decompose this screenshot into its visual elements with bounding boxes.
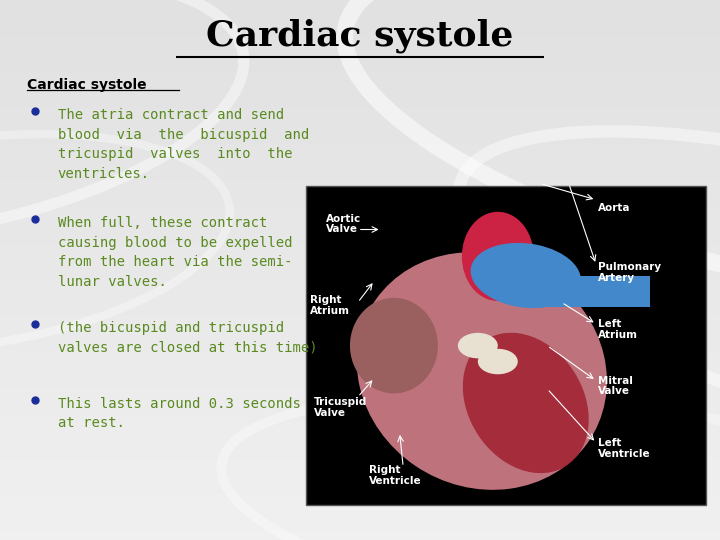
Text: Cardiac systole: Cardiac systole: [27, 78, 147, 92]
Bar: [0, 270, 720, 279]
Bar: [0, 459, 720, 468]
Bar: [0, 432, 720, 441]
Bar: [0, 72, 720, 81]
Bar: [0, 369, 720, 378]
Bar: [0, 63, 720, 72]
Bar: [0, 54, 720, 63]
Bar: [0, 261, 720, 270]
Bar: [0, 333, 720, 342]
Text: Left
Ventricle: Left Ventricle: [598, 438, 650, 458]
Text: The atria contract and send
blood  via  the  bicuspid  and
tricuspid  valves  in: The atria contract and send blood via th…: [58, 108, 309, 180]
Bar: [0, 216, 720, 225]
FancyBboxPatch shape: [306, 186, 706, 505]
Bar: [0, 378, 720, 387]
Text: (the bicuspid and tricuspid
valves are closed at this time): (the bicuspid and tricuspid valves are c…: [58, 321, 318, 355]
Bar: [0, 99, 720, 108]
Bar: [0, 477, 720, 486]
Bar: [0, 126, 720, 135]
Bar: [0, 189, 720, 198]
Bar: [0, 45, 720, 54]
Bar: [0, 486, 720, 495]
Bar: [0, 351, 720, 360]
Bar: [0, 324, 720, 333]
Ellipse shape: [356, 252, 607, 490]
Ellipse shape: [462, 212, 534, 301]
Text: Cardiac systole: Cardiac systole: [207, 19, 513, 53]
Text: Tricuspid
Valve: Tricuspid Valve: [314, 397, 367, 418]
Bar: [0, 225, 720, 234]
Bar: [0, 360, 720, 369]
Bar: [0, 171, 720, 180]
Bar: [0, 423, 720, 432]
Ellipse shape: [471, 243, 581, 308]
Bar: [0, 342, 720, 351]
Text: Right
Ventricle: Right Ventricle: [369, 465, 422, 485]
Bar: [0, 450, 720, 459]
Text: Pulmonary
Artery: Pulmonary Artery: [598, 262, 661, 283]
Bar: [0, 504, 720, 513]
Bar: [0, 234, 720, 243]
Ellipse shape: [458, 333, 498, 359]
Bar: [0, 27, 720, 36]
Text: This lasts around 0.3 seconds
at rest.: This lasts around 0.3 seconds at rest.: [58, 397, 300, 430]
Text: Aortic
Valve: Aortic Valve: [326, 214, 361, 234]
Bar: [0, 414, 720, 423]
Ellipse shape: [478, 349, 518, 374]
Bar: [0, 297, 720, 306]
Bar: [0, 495, 720, 504]
Bar: [0, 81, 720, 90]
Bar: [0, 108, 720, 117]
Bar: [0, 162, 720, 171]
Bar: [0, 513, 720, 522]
Bar: [0, 405, 720, 414]
Bar: [0, 135, 720, 144]
Bar: [0, 153, 720, 162]
Text: When full, these contract
causing blood to be expelled
from the heart via the se: When full, these contract causing blood …: [58, 216, 292, 288]
Bar: [0, 18, 720, 27]
Ellipse shape: [350, 298, 438, 393]
Bar: [0, 441, 720, 450]
Text: Aorta: Aorta: [598, 203, 630, 213]
Bar: [0, 315, 720, 324]
Bar: [0, 144, 720, 153]
Bar: [0, 117, 720, 126]
Bar: [0, 0, 720, 9]
Bar: [0, 198, 720, 207]
Text: Left
Atrium: Left Atrium: [598, 319, 638, 340]
Bar: [0, 207, 720, 216]
FancyBboxPatch shape: [538, 275, 649, 307]
Bar: [0, 531, 720, 540]
Bar: [0, 252, 720, 261]
Bar: [0, 396, 720, 405]
Bar: [0, 468, 720, 477]
Bar: [0, 36, 720, 45]
Text: Right
Atrium: Right Atrium: [310, 295, 350, 315]
Bar: [0, 288, 720, 297]
Bar: [0, 522, 720, 531]
Ellipse shape: [463, 333, 589, 473]
Bar: [0, 90, 720, 99]
Bar: [0, 387, 720, 396]
Text: Mitral
Valve: Mitral Valve: [598, 376, 632, 396]
Bar: [0, 9, 720, 18]
Bar: [0, 279, 720, 288]
Bar: [0, 243, 720, 252]
Bar: [0, 180, 720, 189]
Bar: [0, 306, 720, 315]
